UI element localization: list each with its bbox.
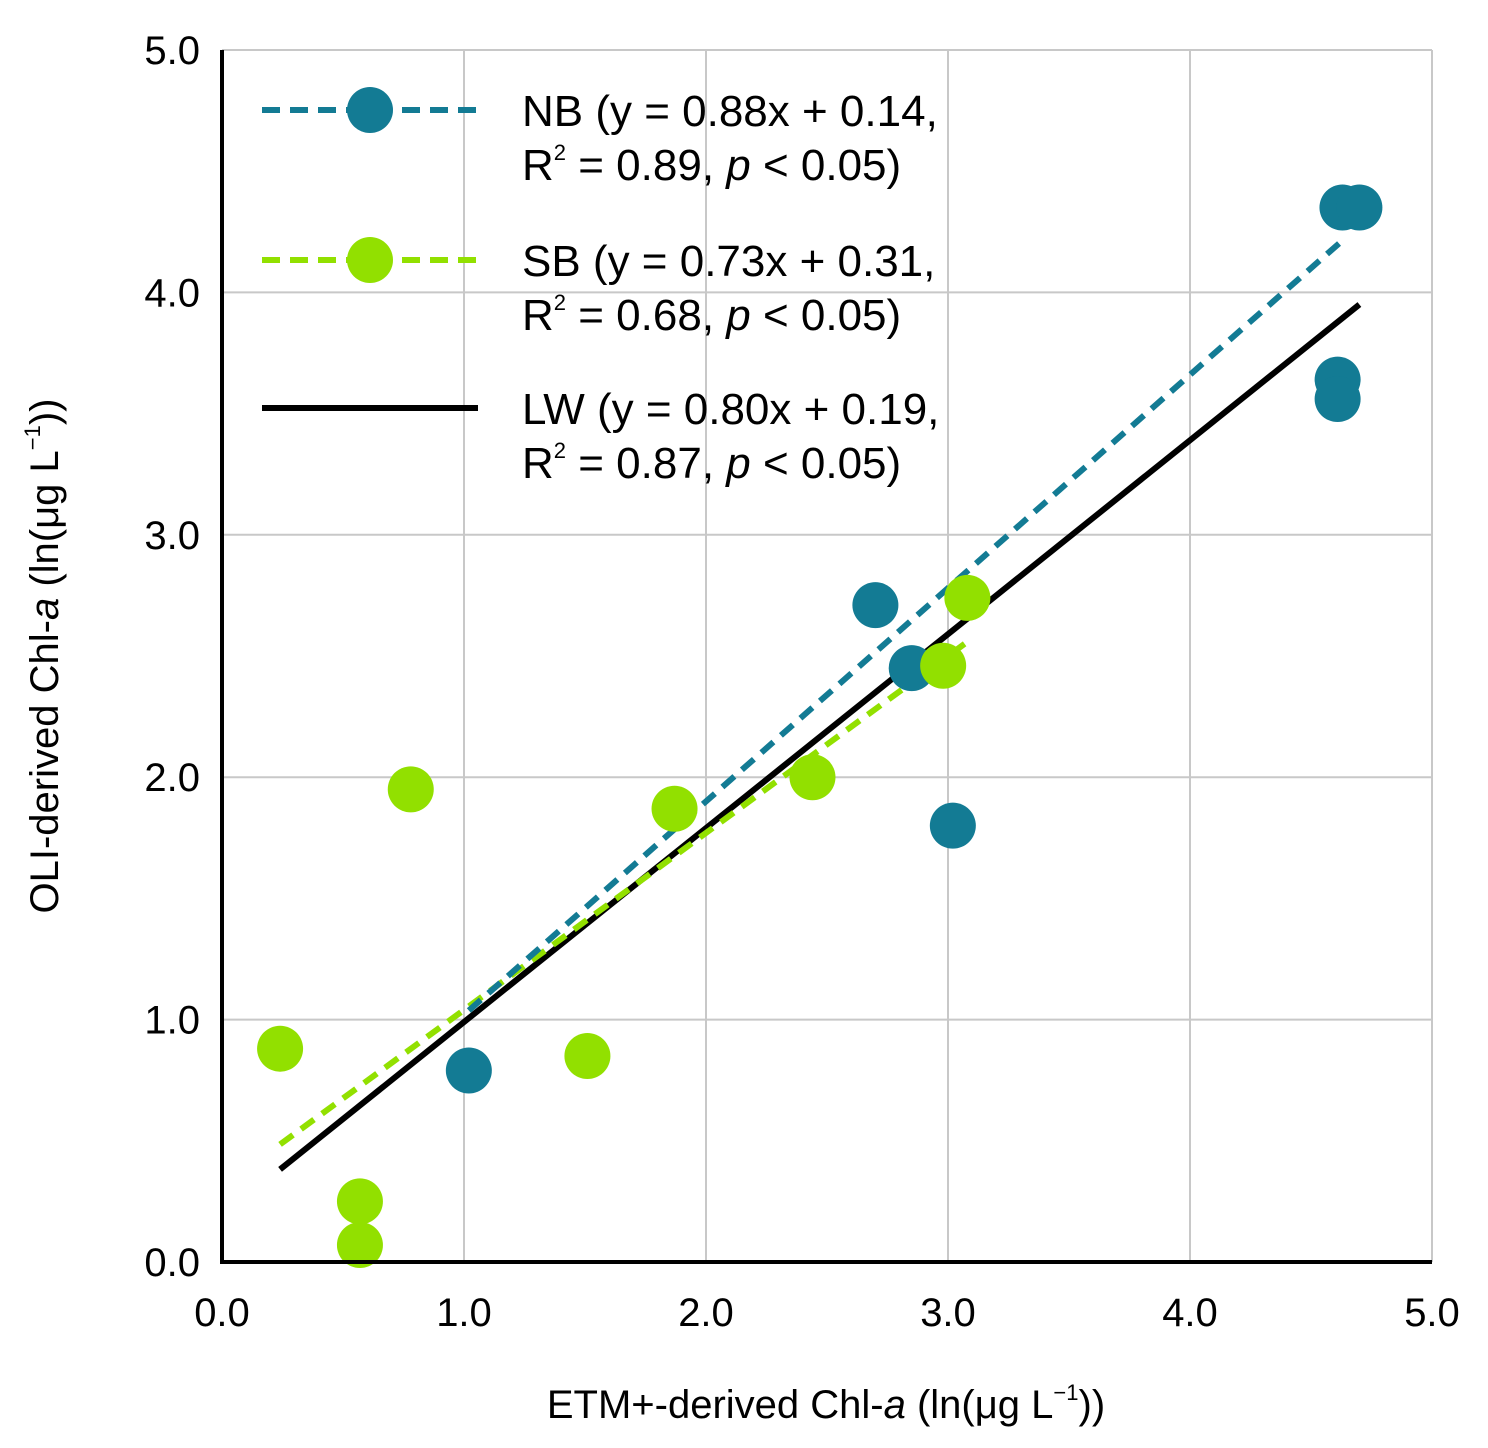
- y-tick-label: 1.0: [144, 999, 200, 1043]
- tick-labels: 0.0 1.0 2.0 3.0 4.0 5.0 0.0 1.0 2.0 3.0 4.0 5.0: [144, 29, 1459, 1335]
- y-axis-title: OLI-derived Chl-a (ln(μg L−1)): [20, 399, 67, 914]
- legend-sb-marker: [347, 237, 393, 283]
- legend-sb-label-line1: SB (y = 0.73x + 0.31,: [522, 237, 935, 286]
- axes: [220, 50, 1432, 1264]
- point-nb: [929, 802, 976, 849]
- x-tick-label: 5.0: [1404, 1291, 1460, 1335]
- point-sb: [336, 1178, 383, 1225]
- legend-lw-label-line1: LW (y = 0.80x + 0.19,: [522, 385, 939, 434]
- regression-lines: [278, 238, 1362, 1172]
- x-tick-label: 0.0: [194, 1291, 250, 1335]
- point-sb: [944, 574, 991, 621]
- fit-line-nb: [466, 238, 1345, 1013]
- x-axis-title: ETM+-derived Chl-a (ln(μg L−1)): [547, 1380, 1105, 1427]
- legend-entry-nb: NB (y = 0.88x + 0.14, R2 = 0.89, p < 0.0…: [262, 87, 938, 190]
- fit-line-sb: [278, 639, 970, 1147]
- legend-sb-label-line2: R2 = 0.68, p < 0.05): [522, 290, 901, 340]
- grid-lines: [222, 49, 1433, 1262]
- y-tick-label: 2.0: [144, 756, 200, 800]
- y-tick-label: 0.0: [144, 1241, 200, 1285]
- point-nb: [445, 1047, 492, 1094]
- y-tick-label: 3.0: [144, 514, 200, 558]
- x-tick-label: 2.0: [678, 1291, 734, 1335]
- point-sb: [564, 1032, 611, 1079]
- data-points: [257, 184, 1383, 1269]
- point-sb: [387, 766, 434, 813]
- y-tick-label: 4.0: [144, 271, 200, 315]
- point-nb: [1314, 376, 1361, 423]
- point-nb: [852, 582, 899, 629]
- point-sb: [651, 785, 698, 832]
- legend-nb-label-line1: NB (y = 0.88x + 0.14,: [522, 87, 938, 136]
- legend-entry-lw: LW (y = 0.80x + 0.19, R2 = 0.87, p < 0.0…: [262, 385, 939, 488]
- legend-entry-sb: SB (y = 0.73x + 0.31, R2 = 0.68, p < 0.0…: [262, 237, 935, 340]
- point-sb: [257, 1025, 304, 1072]
- legend: NB (y = 0.88x + 0.14, R2 = 0.89, p < 0.0…: [262, 87, 939, 488]
- point-sb: [336, 1222, 383, 1269]
- point-sb: [789, 754, 836, 801]
- point-sb: [920, 642, 967, 689]
- y-tick-label: 5.0: [144, 29, 200, 73]
- legend-lw-label-line2: R2 = 0.87, p < 0.05): [522, 438, 901, 488]
- x-tick-label: 4.0: [1162, 1291, 1218, 1335]
- point-nb: [1336, 184, 1383, 231]
- fit-line-lw: [278, 302, 1362, 1172]
- legend-nb-label-line2: R2 = 0.89, p < 0.05): [522, 140, 901, 190]
- x-tick-label: 1.0: [436, 1291, 492, 1335]
- x-tick-label: 3.0: [920, 1291, 976, 1335]
- legend-nb-marker: [347, 87, 393, 133]
